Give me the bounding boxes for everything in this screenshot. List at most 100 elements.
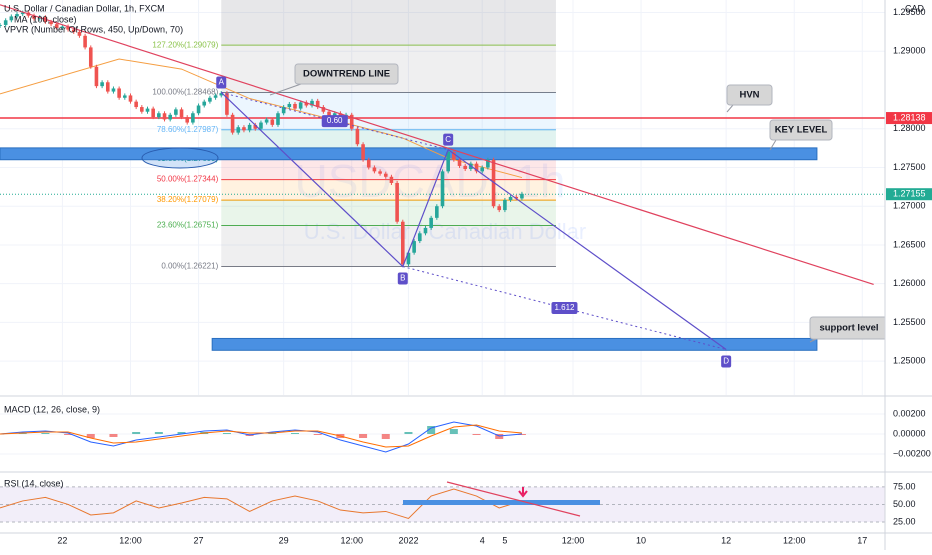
y-tick-label: 0.00200: [893, 408, 926, 418]
x-tick-label: 5: [502, 535, 507, 545]
candle: [168, 114, 172, 120]
candle: [20, 12, 25, 15]
candle: [60, 26, 65, 29]
candle: [287, 103, 292, 108]
candle: [293, 103, 297, 109]
y-tick-label: 1.26500: [893, 239, 926, 249]
fib-band: [221, 159, 556, 180]
candle: [83, 35, 87, 48]
candle: [264, 119, 269, 123]
candle: [88, 47, 93, 67]
point-badge: [397, 272, 408, 285]
y-tick-label: 50.00: [893, 499, 916, 509]
callout-text: support level: [819, 323, 878, 334]
callout-pointer: [769, 139, 777, 151]
price-zone: [211, 337, 818, 351]
axes: 22 12:00 27 29 12:00 2022 4 5 12:00 10 12 12:00 17 1.…: [57, 7, 932, 545]
candle: [389, 176, 394, 183]
ratio-badge: [551, 302, 578, 315]
fib-band: [221, 200, 556, 226]
macd-histogram: [427, 426, 436, 434]
macd-pane: [0, 413, 885, 455]
candle: [77, 31, 82, 36]
candle: [117, 88, 121, 98]
candle: [412, 241, 416, 253]
x-tick-label: 12:00: [119, 535, 142, 545]
price-tag-label: 1.28138: [893, 112, 926, 122]
point-label: B: [400, 274, 405, 283]
candle: [242, 127, 246, 131]
candle: [276, 113, 280, 125]
candle: [111, 88, 116, 92]
y-tick-label: 1.27500: [893, 162, 926, 172]
x-tick-label: 27: [194, 535, 204, 545]
candle: [366, 159, 371, 168]
watermark-subtitle: U.S. Dollar / Canadian Dollar: [304, 219, 586, 244]
y-tick-label: 1.29000: [893, 46, 926, 56]
candle: [179, 109, 184, 118]
pattern-ratio-line: [221, 92, 449, 151]
vpvr-legend: VPVR (Number Of Rows, 450, Up/Down, 70): [4, 24, 183, 34]
point-label: D: [723, 357, 729, 366]
price-tag-label: 1.27155: [893, 189, 926, 199]
callout-box: [294, 63, 399, 85]
candle: [236, 127, 241, 133]
candle: [253, 124, 258, 129]
candle: [508, 196, 513, 201]
candle: [429, 217, 433, 228]
macd-line: [0, 424, 522, 448]
candle: [497, 206, 502, 211]
x-tick-label: 17: [857, 535, 867, 545]
fib-label: 38.20%(1.27079): [157, 195, 219, 204]
callout-pointer: [726, 104, 734, 113]
candle: [304, 102, 309, 106]
candle: [151, 108, 155, 118]
candle: [418, 233, 422, 242]
candle: [378, 171, 382, 174]
macd-histogram: [109, 434, 118, 437]
y-tick-label: 25.00: [893, 516, 916, 526]
candle: [219, 93, 224, 96]
callout-box: [809, 316, 885, 340]
candle: [174, 109, 178, 115]
ratio-label: 1.612: [554, 303, 575, 312]
x-tick-label: 29: [279, 535, 289, 545]
candle: [157, 113, 161, 118]
y-tick-label: 1.26000: [893, 278, 926, 288]
x-tick-label: 10: [636, 535, 646, 545]
price-tag: [886, 188, 932, 201]
candle: [310, 100, 314, 106]
candle: [383, 173, 388, 177]
candle: [270, 119, 275, 125]
candle: [440, 171, 445, 207]
ma-legend: MA (100, close): [14, 14, 77, 24]
highlight-ellipse: [141, 147, 219, 169]
callout-text: HVN: [739, 90, 759, 101]
y-tick-label: 75.00: [893, 481, 916, 491]
fib-band: [221, 179, 556, 201]
y-tick-label: 1.27000: [893, 201, 926, 211]
macd-histogram: [86, 434, 95, 438]
rsi-line: [0, 488, 523, 520]
fib-band: [221, 225, 556, 267]
candle: [327, 111, 331, 118]
candle: [435, 206, 439, 218]
candle: [452, 151, 456, 160]
main-pane: USDCAD, 1h U.S. Dollar / Canadian Dollar 1…: [0, 0, 885, 395]
candle: [15, 14, 19, 17]
candle: [372, 167, 377, 172]
callout-text: KEY LEVEL: [775, 125, 828, 136]
macd-histogram: [359, 434, 368, 438]
y-tick-label: 0.00000: [893, 428, 926, 438]
watermark: USDCAD, 1h: [295, 155, 566, 207]
x-tick-label: 12:00: [340, 535, 363, 545]
candle: [463, 165, 467, 170]
candle: [423, 227, 428, 234]
candle: [134, 101, 138, 108]
candle: [349, 114, 354, 129]
point-badge: [216, 76, 227, 89]
candle: [100, 82, 104, 87]
abcd-pattern: [220, 92, 727, 351]
